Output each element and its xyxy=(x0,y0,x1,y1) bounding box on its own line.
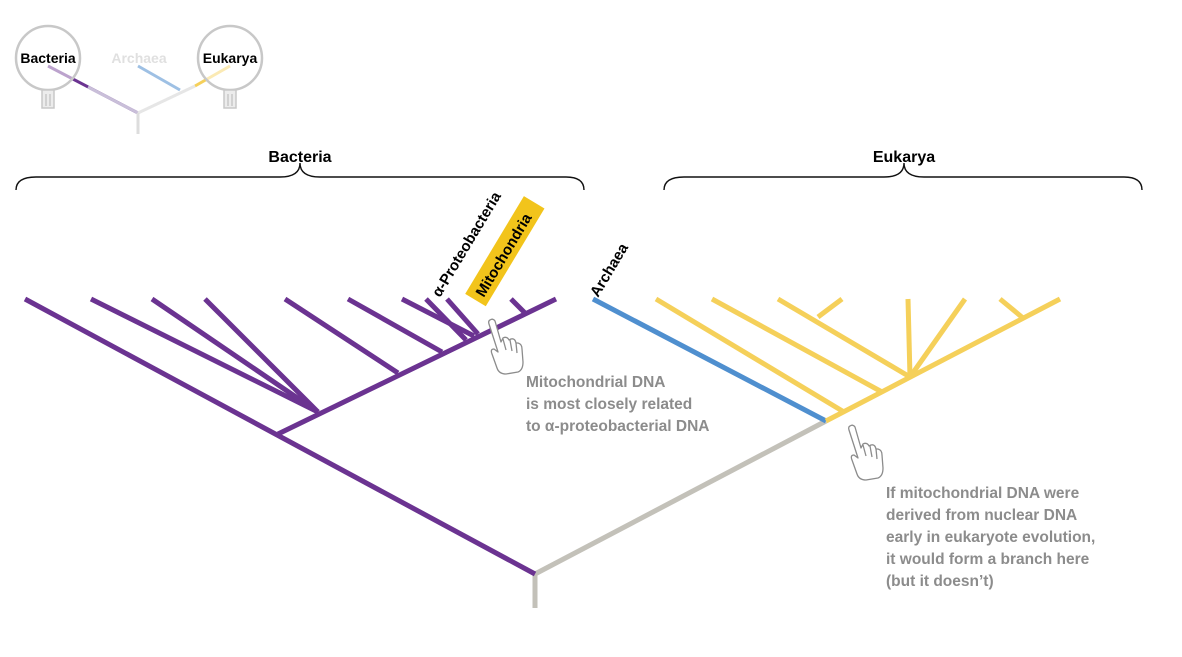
magnifier-handle xyxy=(223,89,237,109)
inset-magnifier-eukarya xyxy=(196,24,264,109)
bracket-bacteria: Bacteria xyxy=(15,149,585,191)
eukarya-branch xyxy=(654,296,846,415)
inset-eukarya-branch-faded xyxy=(137,84,196,115)
phylogenetic-tree xyxy=(23,296,1062,608)
group-label-eukarya: Eukarya xyxy=(873,149,935,166)
callout-line: to α-proteobacterial DNA xyxy=(526,418,710,435)
tip-label-archaea: Archaea xyxy=(587,240,632,300)
inset-label-archaea: Archaea xyxy=(111,50,166,66)
bacteria-branch xyxy=(445,297,480,336)
bacteria-branch xyxy=(89,296,320,415)
inset-label-bacteria: Bacteria xyxy=(20,50,75,66)
eukarya-branch xyxy=(816,297,844,319)
eukarya-branch xyxy=(710,296,884,395)
callout-line: early in eukaryote evolution, xyxy=(886,529,1095,546)
callout-line: is most closely related xyxy=(526,396,692,413)
group-label-bacteria: Bacteria xyxy=(268,149,331,166)
archaea-eukarya-stem xyxy=(533,418,828,577)
bacteria-branch xyxy=(400,296,476,339)
bacteria-branch xyxy=(509,297,528,316)
pointing-hand-icon-nuclear xyxy=(848,424,884,481)
bacteria-branch xyxy=(283,296,400,376)
bacteria-branch xyxy=(424,297,468,342)
inset-label-eukarya: Eukarya xyxy=(203,50,258,66)
eukarya-branch xyxy=(776,296,912,380)
inset-bacteria-branch-faded xyxy=(87,85,139,115)
callout-nuclear-dna: If mitochondrial DNA were derived from n… xyxy=(886,485,1095,590)
root-branches xyxy=(532,418,828,608)
callout-line: Mitochondrial DNA xyxy=(526,374,666,391)
inset-diagram: Bacteria Archaea Eukarya xyxy=(14,24,264,134)
bacteria-branch xyxy=(276,296,558,437)
callout-line: If mitochondrial DNA were xyxy=(886,485,1080,502)
callout-mitochondrial-dna: Mitochondrial DNA is most closely relate… xyxy=(526,374,710,435)
eukarya-branch xyxy=(907,297,968,379)
eukarya-branch xyxy=(905,298,913,378)
callout-line: it would form a branch here xyxy=(886,551,1090,568)
curly-brace xyxy=(15,162,585,191)
callout-line: (but it doesn’t) xyxy=(886,573,994,590)
bacteria-branch xyxy=(23,296,537,577)
pointing-hand-icon-mito xyxy=(488,318,524,375)
archaea-branch xyxy=(591,296,828,424)
bacteria-clade xyxy=(23,296,558,577)
curly-brace xyxy=(663,162,1143,191)
bacteria-branch xyxy=(150,296,320,415)
eukarya-clade xyxy=(654,296,1062,424)
magnifier-handle xyxy=(41,89,55,109)
bracket-eukarya: Eukarya xyxy=(663,149,1143,191)
archaea-clade xyxy=(591,296,828,424)
eukarya-branch xyxy=(824,296,1062,424)
inset-magnifier-bacteria xyxy=(14,24,82,109)
bacteria-branch xyxy=(203,297,320,414)
mitochondria-highlight xyxy=(465,196,545,307)
callout-line: derived from nuclear DNA xyxy=(886,507,1077,524)
bacteria-branch xyxy=(346,296,444,355)
inset-archaea-branch xyxy=(137,64,181,92)
eukarya-branch xyxy=(998,297,1025,320)
